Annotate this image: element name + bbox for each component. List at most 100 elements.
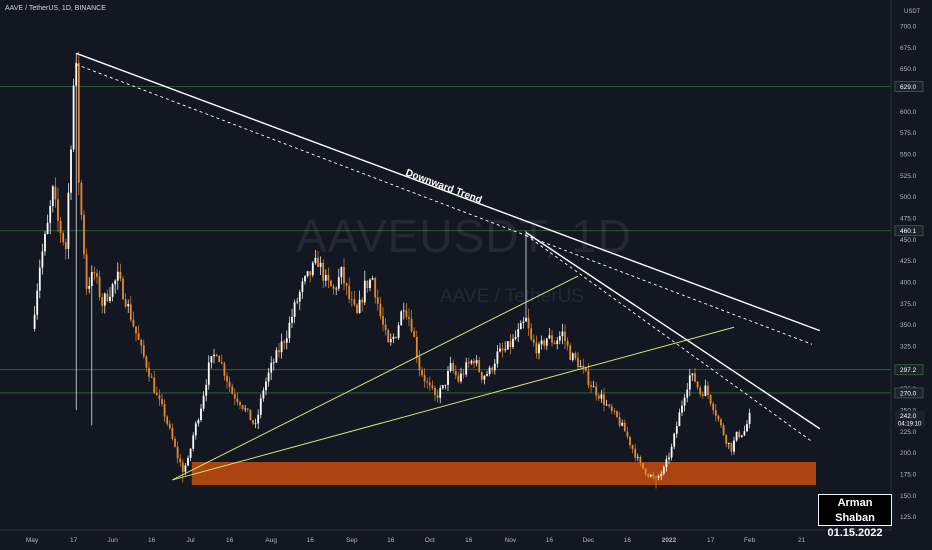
current-price-box [895, 410, 925, 427]
candle [660, 473, 663, 477]
candle [148, 367, 150, 377]
candle [293, 302, 296, 317]
candle [332, 286, 335, 289]
candle [168, 423, 171, 428]
candle [678, 412, 681, 427]
candle [72, 85, 75, 150]
y-tick-label: 425.0 [900, 258, 917, 265]
candle [478, 360, 481, 372]
candle [187, 457, 189, 466]
candle [657, 476, 660, 478]
candle [746, 423, 748, 432]
candle [535, 342, 538, 354]
candle [621, 422, 624, 426]
candle [54, 186, 57, 200]
candle [566, 340, 569, 346]
candle [491, 367, 494, 371]
candle [236, 398, 239, 403]
candle [512, 338, 514, 347]
candle [712, 403, 715, 411]
candle [140, 339, 143, 346]
x-tick-label: Feb [744, 537, 756, 544]
candle [436, 395, 439, 398]
candle [348, 285, 351, 300]
author-badge: Arman Shaban 01.15.2022 [818, 494, 892, 539]
candle [127, 304, 130, 307]
candle [330, 280, 332, 287]
candle [80, 182, 83, 215]
candle [376, 297, 379, 304]
candle [743, 431, 746, 436]
candle [618, 417, 621, 426]
candle [226, 375, 228, 382]
candle [296, 301, 299, 303]
candle [161, 399, 163, 405]
trendline [525, 231, 821, 430]
candle [249, 409, 252, 421]
candle [501, 348, 504, 351]
candle [163, 404, 166, 417]
candle [233, 393, 236, 399]
candle [561, 331, 564, 336]
candle [610, 406, 613, 411]
candle [103, 293, 106, 306]
candle [184, 465, 187, 472]
candle [673, 433, 676, 447]
candle [434, 388, 436, 396]
candle [363, 280, 366, 303]
level-label-box [894, 225, 924, 237]
candle [470, 360, 473, 364]
candle [691, 373, 694, 376]
candle [192, 435, 195, 449]
candle [597, 395, 600, 399]
candle [384, 324, 387, 331]
candle [194, 423, 197, 436]
candle [392, 336, 395, 339]
candle [337, 277, 340, 289]
trendline [75, 52, 821, 332]
level-label-box [894, 81, 924, 93]
candle [179, 458, 182, 463]
candle [298, 292, 301, 302]
candle [122, 278, 124, 300]
x-tick-label: 16 [226, 537, 234, 544]
candle [488, 367, 491, 375]
candle [603, 394, 605, 405]
y-tick-label: 200.0 [900, 450, 917, 457]
watermark-ticker: AAVEUSDT, 1D [296, 210, 632, 262]
candle [280, 341, 283, 353]
candle [623, 422, 626, 432]
candle [145, 356, 148, 368]
candle [382, 315, 384, 325]
candle [444, 384, 447, 386]
candle [499, 348, 501, 352]
candle [77, 62, 80, 183]
y-tick-label: 225.0 [900, 429, 917, 436]
candle [96, 273, 98, 277]
candle [267, 372, 270, 382]
candle [62, 233, 65, 243]
candle [317, 257, 319, 267]
candle [631, 445, 634, 449]
level-label-box [894, 387, 924, 399]
candle [215, 354, 218, 356]
candle [525, 317, 527, 322]
candle [98, 276, 101, 298]
candle [38, 267, 41, 291]
candle [553, 342, 556, 345]
candle [59, 220, 62, 234]
candle [647, 473, 650, 477]
candle [655, 476, 657, 478]
candle [665, 459, 668, 468]
candle [683, 397, 686, 406]
candle [467, 362, 470, 364]
x-tick-label: 16 [148, 537, 156, 544]
candle [49, 206, 52, 223]
candle [413, 331, 416, 338]
candle [551, 335, 553, 343]
candle [314, 257, 317, 263]
y-tick-label: 450.0 [900, 237, 917, 244]
candle [696, 381, 699, 388]
